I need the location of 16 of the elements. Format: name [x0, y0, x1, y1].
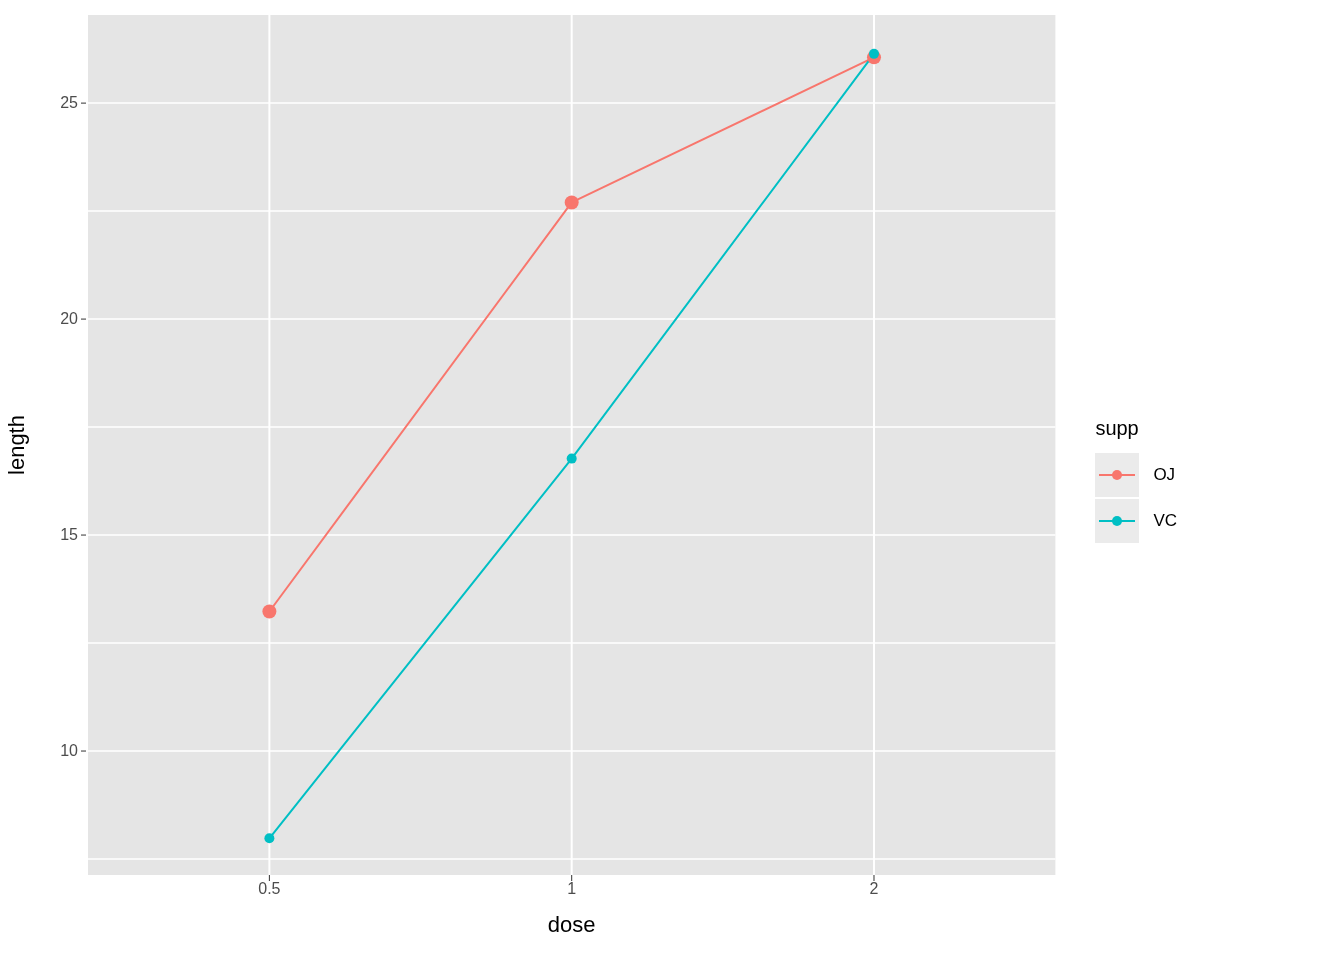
- y-tick-label: 25: [60, 94, 79, 112]
- legend-title: supp: [1095, 416, 1140, 440]
- y-axis-title: length: [3, 415, 29, 475]
- x-tick-label: 0.5: [258, 880, 281, 898]
- y-tick-label: 15: [60, 526, 79, 544]
- x-axis-title: dose: [547, 912, 596, 937]
- legend-label: OJ: [1153, 464, 1176, 485]
- point: [564, 195, 579, 210]
- point: [566, 453, 577, 464]
- x-tick-label: 1: [567, 880, 577, 898]
- legend-label: VC: [1153, 510, 1177, 531]
- y-tick-label: 20: [60, 310, 79, 328]
- y-tick-label: 10: [60, 742, 79, 760]
- x-tick-label: 2: [869, 880, 879, 898]
- point: [264, 833, 275, 844]
- point: [262, 604, 277, 619]
